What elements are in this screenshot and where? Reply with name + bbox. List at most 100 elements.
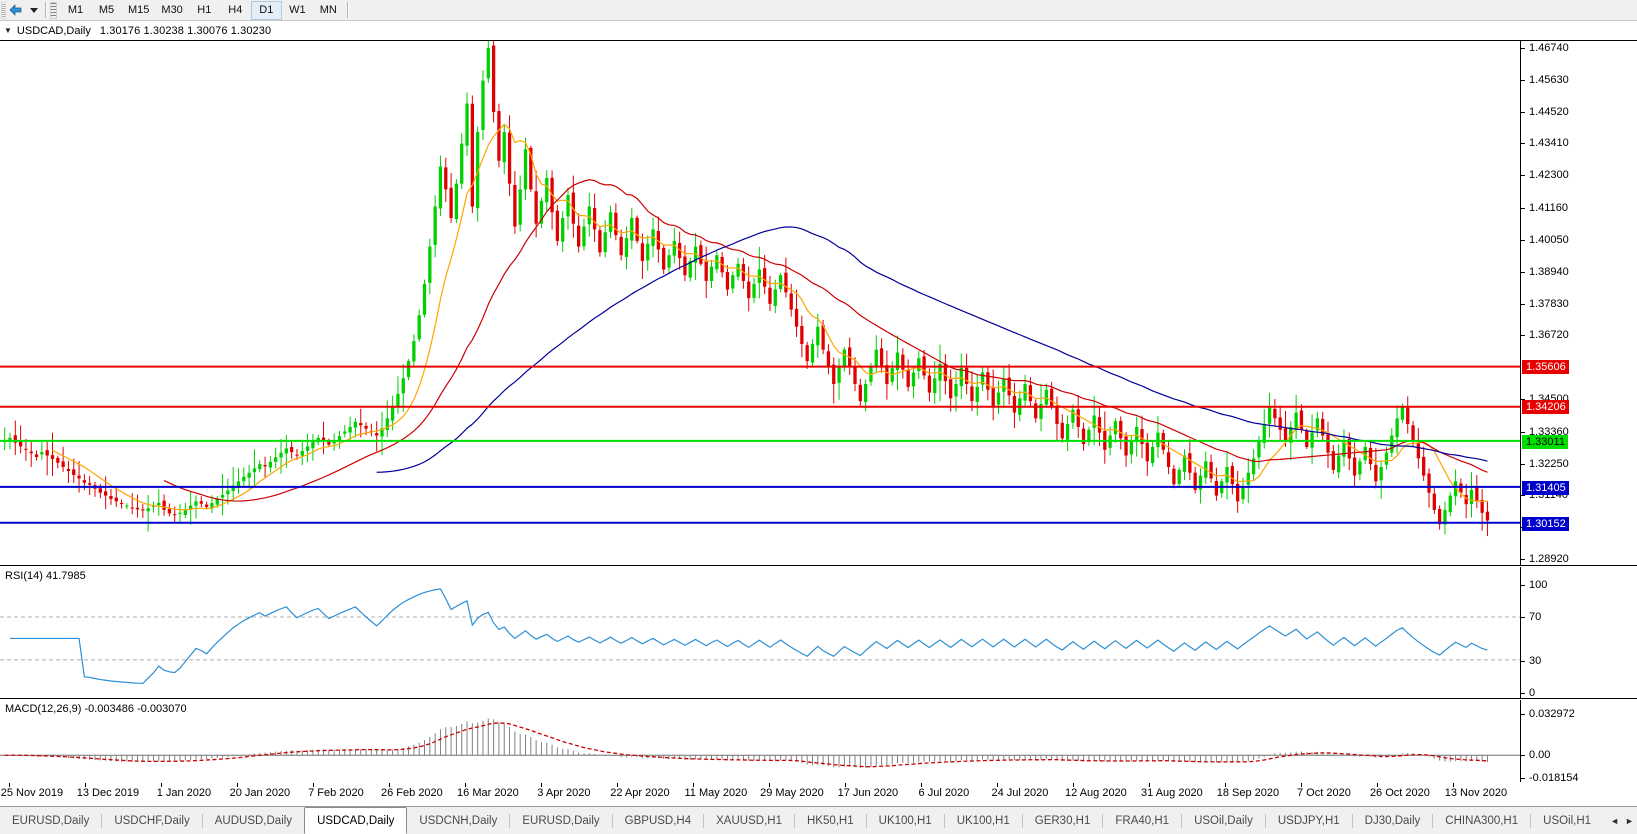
chart-tab-china300-h1[interactable]: CHINA300,H1 [1433, 807, 1530, 834]
timeframe-button-m1[interactable]: M1 [60, 1, 91, 20]
time-axis-label: 16 Mar 2020 [457, 787, 519, 799]
price-plot-region[interactable] [0, 41, 1520, 565]
tab-separator [1432, 813, 1434, 828]
chart-tab-fra40-h1[interactable]: FRA40,H1 [1103, 807, 1181, 834]
rsi-plot-region[interactable] [0, 567, 1520, 698]
timeframe-button-m30[interactable]: M30 [155, 1, 188, 20]
chart-tab-usdcad-daily[interactable]: USDCAD,Daily [304, 807, 408, 834]
crosshair-cursor-icon[interactable] [6, 1, 26, 20]
macd-indicator-label: MACD(12,26,9) -0.003486 -0.003070 [5, 703, 190, 715]
macd-scale-axis[interactable]: 0.032972 0.00 -0.018154 [1520, 700, 1637, 784]
chart-tab-usdchf-daily[interactable]: USDCHF,Daily [102, 807, 201, 834]
chart-tab-uk100-h1[interactable]: UK100,H1 [945, 807, 1022, 834]
tab-scroll-controls[interactable]: ◄ ► [1603, 807, 1637, 834]
chart-tab-eurusd-daily[interactable]: EURUSD,Daily [0, 807, 101, 834]
chart-tab-label: USDCHF,Daily [114, 814, 190, 827]
time-axis-tick [769, 783, 771, 787]
time-axis-tick [617, 783, 619, 787]
chart-tab-label: USDCNH,Daily [419, 814, 498, 827]
triangle-left-icon[interactable]: ◄ [1610, 815, 1619, 826]
time-axis-label: 26 Feb 2020 [381, 787, 443, 799]
time-axis-label: 11 May 2020 [684, 787, 748, 799]
time-axis-tick [161, 783, 163, 787]
chevron-down-icon[interactable] [26, 1, 42, 20]
macd-pane[interactable]: MACD(12,26,9) -0.003486 -0.003070 0.0329… [0, 700, 1637, 784]
timeframe-button-m15[interactable]: M15 [122, 1, 155, 20]
chart-tab-label: XAUUSD,H1 [716, 814, 782, 827]
chart-tab-label: DJ30,Daily [1364, 814, 1421, 827]
tab-separator [1530, 813, 1532, 828]
resistance-level-1-badge[interactable]: 1.35606 [1522, 360, 1569, 375]
time-axis-label: 13 Dec 2019 [76, 787, 140, 799]
chart-area: 1.46740 1.45630 1.44520 1.43410 1.42300 1.411… [0, 40, 1637, 784]
time-axis-tick [465, 783, 467, 787]
price-scale-axis[interactable]: 1.46740 1.45630 1.44520 1.43410 1.42300 1.411… [1520, 41, 1637, 565]
tab-separator [793, 813, 795, 828]
timeframe-label: M30 [161, 4, 183, 16]
time-axis-tick [313, 783, 315, 787]
timeframe-button-m5[interactable]: M5 [91, 1, 122, 20]
price-tick-label: 1.28920 [1521, 553, 1569, 565]
chart-tab-usdcnh-daily[interactable]: USDCNH,Daily [407, 807, 509, 834]
chart-tab-xauusd-h1[interactable]: XAUUSD,H1 [704, 807, 794, 834]
timeframe-label: D1 [259, 4, 274, 16]
tab-separator [1181, 813, 1183, 828]
timeframe-button-h1[interactable]: H1 [189, 1, 220, 20]
chart-tab-label: UK100,H1 [878, 814, 932, 827]
chart-tab-label: CHINA300,H1 [1445, 814, 1519, 827]
chart-tab-hk50-h1[interactable]: HK50,H1 [795, 807, 866, 834]
tab-separator [1264, 813, 1266, 828]
price-tick-label: 1.43410 [1521, 137, 1569, 149]
timeframe-button-w1[interactable]: W1 [282, 1, 313, 20]
tab-separator [703, 813, 705, 828]
support-level-2-badge[interactable]: 1.30152 [1522, 516, 1569, 531]
chart-tab-usoil-daily[interactable]: USOil,Daily [1182, 807, 1265, 834]
caret-down-icon[interactable]: ▼ [4, 26, 12, 35]
chart-tab-usoil-h1[interactable]: USOil,H1 [1531, 807, 1603, 834]
macd-plot-region[interactable] [0, 700, 1520, 782]
timeframe-button-mn[interactable]: MN [313, 1, 344, 20]
toolbar-grip-icon[interactable] [50, 1, 57, 19]
chart-tab-eurusd-daily[interactable]: EURUSD,Daily [510, 807, 611, 834]
rsi-indicator-label: RSI(14) 41.7985 [5, 570, 89, 582]
chart-tab-usdjpy-h1[interactable]: USDJPY,H1 [1266, 807, 1352, 834]
time-axis-label: 12 Aug 2020 [1065, 787, 1127, 799]
triangle-right-icon[interactable]: ► [1625, 815, 1634, 826]
chart-tab-dj30-daily[interactable]: DJ30,Daily [1353, 807, 1433, 834]
time-axis-tick [85, 783, 87, 787]
support-level-1-badge[interactable]: 1.31405 [1522, 480, 1569, 495]
chart-tab-label: FRA40,H1 [1115, 814, 1170, 827]
chart-tab-gbpusd-h4[interactable]: GBPUSD,H4 [613, 807, 703, 834]
chart-tab-bar[interactable]: EURUSD,Daily USDCHF,Daily AUDUSD,Daily USDC… [0, 806, 1637, 834]
timeframe-label: H4 [228, 4, 243, 16]
time-axis-tick [693, 783, 695, 787]
time-axis-label: 17 Jun 2020 [837, 787, 899, 799]
price-tick-label: 1.44520 [1521, 106, 1569, 118]
rsi-tick-label: 70 [1521, 611, 1541, 623]
rsi-scale-axis[interactable]: 100 70 30 0 [1520, 567, 1637, 699]
time-axis[interactable]: 25 Nov 2019 13 Dec 2019 1 Jan 2020 20 Jan 2… [0, 783, 1637, 805]
tab-separator [1102, 813, 1104, 828]
chart-tab-audusd-daily[interactable]: AUDUSD,Daily [203, 807, 304, 834]
tab-separator [1351, 813, 1353, 828]
time-axis-label: 1 Jan 2020 [156, 787, 212, 799]
rsi-pane[interactable]: RSI(14) 41.7985 100 70 30 0 [0, 567, 1637, 699]
timeframe-button-d1[interactable]: D1 [250, 0, 282, 20]
toolbar-drag-handle[interactable] [1, 1, 6, 19]
tab-separator [611, 813, 613, 828]
chart-tab-uk100-h1[interactable]: UK100,H1 [867, 807, 944, 834]
price-tick-label: 1.38940 [1521, 266, 1569, 278]
chart-ohlc-values: 1.30176 1.30238 1.30076 1.30230 [99, 25, 272, 37]
chart-tab-ger30-h1[interactable]: GER30,H1 [1023, 807, 1103, 834]
symbol-quote-header: ▼ USDCAD,Daily 1.30176 1.30238 1.30076 1… [0, 22, 1637, 40]
price-tick-label: 1.37830 [1521, 298, 1569, 310]
timeframe-button-h4[interactable]: H4 [220, 1, 251, 20]
macd-tick-label: 0.00 [1521, 749, 1550, 761]
time-axis-label: 31 Aug 2020 [1141, 787, 1203, 799]
toolbar-separator-end [346, 2, 349, 18]
price-pane[interactable]: 1.46740 1.45630 1.44520 1.43410 1.42300 1.411… [0, 41, 1637, 566]
resistance-level-2-badge[interactable]: 1.34206 [1522, 400, 1569, 415]
tab-separator [509, 813, 511, 828]
time-axis-label: 6 Jul 2020 [918, 787, 970, 799]
pivot-level-badge[interactable]: 1.33011 [1522, 434, 1568, 449]
